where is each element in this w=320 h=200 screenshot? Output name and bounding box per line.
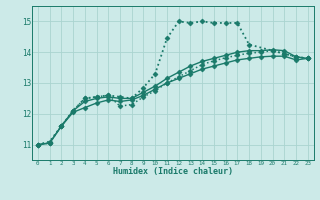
X-axis label: Humidex (Indice chaleur): Humidex (Indice chaleur) (113, 167, 233, 176)
